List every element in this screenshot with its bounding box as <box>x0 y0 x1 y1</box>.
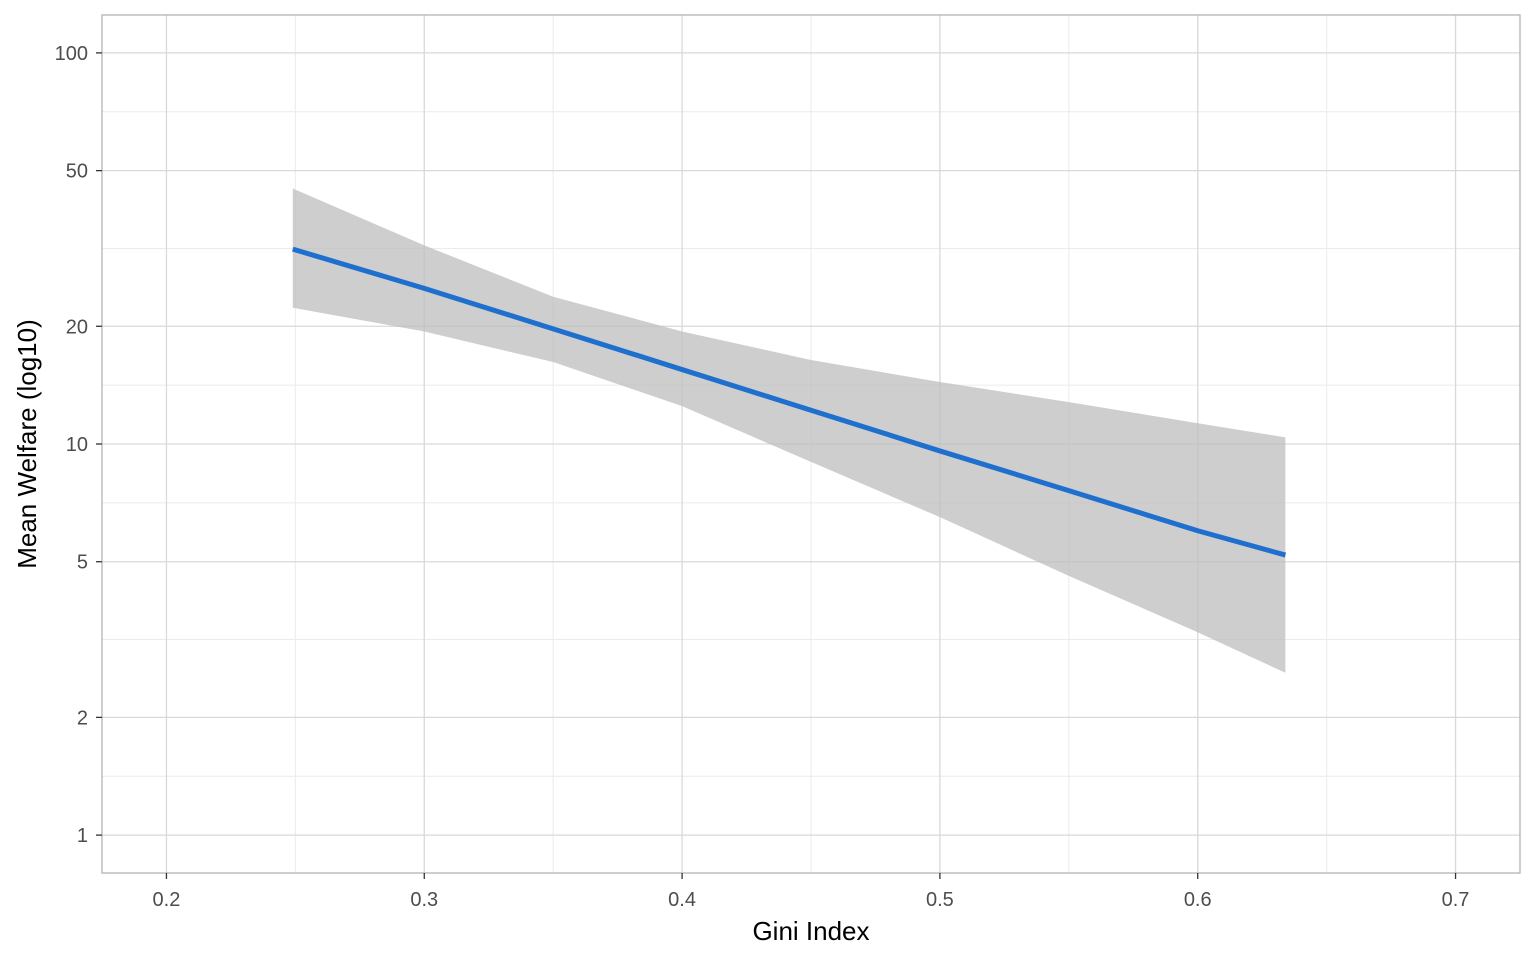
major-gridlines <box>102 15 1520 873</box>
confidence-band <box>292 188 1286 673</box>
x-tick-label: 0.6 <box>1184 889 1212 911</box>
x-tick-label: 0.4 <box>668 889 696 911</box>
y-tick-label: 50 <box>66 161 88 183</box>
x-tick-label: 0.2 <box>153 889 181 911</box>
y-tick-label: 2 <box>77 707 88 729</box>
y-tick-label: 100 <box>55 43 88 65</box>
y-tick-label: 20 <box>66 316 88 338</box>
x-tick-label: 0.7 <box>1442 889 1470 911</box>
x-axis-ticks: 0.2 0.3 0.4 0.5 0.6 0.7 <box>153 873 1470 911</box>
y-tick-label: 5 <box>77 552 88 574</box>
fit-line <box>292 246 1287 558</box>
y-tick-label: 1 <box>77 825 88 847</box>
x-axis-title: Gini Index <box>752 916 869 946</box>
confidence-band-layer <box>292 188 1286 673</box>
fit-line-layer <box>292 246 1287 558</box>
y-axis-title: Mean Welfare (log10) <box>12 319 42 569</box>
y-axis-ticks: 1 2 5 10 20 50 100 <box>55 43 102 847</box>
x-tick-label: 0.3 <box>410 889 438 911</box>
y-tick-label: 10 <box>66 434 88 456</box>
x-tick-label: 0.5 <box>926 889 954 911</box>
